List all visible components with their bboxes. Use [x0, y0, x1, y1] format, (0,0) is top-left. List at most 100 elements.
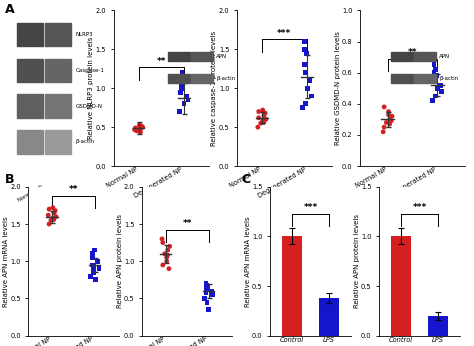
Point	[379, 129, 387, 135]
Point	[383, 120, 390, 125]
Point	[431, 93, 439, 99]
Point	[161, 251, 168, 257]
Point	[137, 126, 145, 131]
Point	[430, 62, 438, 68]
Point	[178, 70, 186, 75]
Y-axis label: Relative APN protein levels: Relative APN protein levels	[354, 214, 360, 308]
Point	[138, 124, 146, 129]
Point	[180, 101, 188, 107]
Bar	[428, 316, 448, 336]
Point	[201, 295, 209, 301]
Point	[209, 292, 217, 298]
Point	[164, 253, 172, 258]
Text: β-actin: β-actin	[439, 76, 458, 81]
Point	[262, 117, 270, 122]
Point	[386, 117, 393, 122]
Point	[302, 51, 310, 56]
Point	[166, 244, 173, 249]
Point	[139, 124, 146, 130]
Point	[260, 120, 267, 125]
Bar	[414, 52, 436, 61]
Text: Caspase-1: Caspase-1	[75, 68, 104, 73]
Point	[132, 125, 139, 131]
Point	[386, 121, 393, 127]
Point	[385, 109, 392, 114]
Point	[178, 82, 186, 87]
Point	[428, 98, 436, 103]
Text: ***: ***	[303, 203, 318, 212]
Point	[208, 288, 215, 294]
Point	[50, 217, 58, 222]
Point	[49, 215, 57, 221]
Point	[380, 124, 388, 130]
Point	[299, 105, 306, 110]
Bar	[391, 74, 412, 83]
Bar	[191, 52, 213, 61]
Point	[387, 118, 395, 124]
Bar	[282, 236, 302, 336]
Point	[301, 101, 309, 107]
Point	[175, 109, 183, 114]
Text: **: **	[408, 48, 417, 57]
Y-axis label: Relative APN mRNA levels: Relative APN mRNA levels	[3, 216, 9, 307]
Text: GSDMD-N: GSDMD-N	[75, 104, 102, 109]
Point	[87, 273, 95, 279]
Bar	[414, 74, 436, 83]
Point	[89, 262, 96, 268]
Y-axis label: Relative APN mRNA levels: Relative APN mRNA levels	[245, 216, 251, 307]
Point	[301, 62, 308, 68]
Point	[301, 70, 309, 75]
Point	[165, 266, 173, 271]
Text: **: **	[156, 57, 166, 66]
Point	[259, 118, 266, 124]
Bar	[17, 130, 43, 154]
Bar	[17, 58, 43, 82]
Bar	[168, 52, 190, 61]
Bar	[17, 94, 43, 118]
Y-axis label: Relative GSDMD-N protein levels: Relative GSDMD-N protein levels	[335, 31, 341, 145]
Text: B: B	[5, 173, 14, 186]
Point	[254, 124, 262, 130]
Point	[49, 205, 57, 210]
Point	[88, 251, 96, 257]
Point	[434, 85, 441, 91]
Bar	[391, 236, 411, 336]
Point	[438, 89, 446, 94]
Text: APN: APN	[439, 54, 450, 59]
Point	[164, 247, 172, 253]
Point	[205, 307, 213, 312]
Point	[202, 284, 210, 290]
Point	[385, 112, 392, 118]
Bar	[17, 23, 43, 46]
Text: Degenerated NP: Degenerated NP	[38, 185, 78, 211]
Text: ***: ***	[277, 29, 292, 38]
Point	[202, 281, 210, 286]
Point	[261, 110, 269, 116]
Text: APN: APN	[216, 54, 228, 59]
Bar	[191, 74, 213, 83]
Point	[158, 236, 166, 242]
Point	[131, 127, 138, 132]
Point	[260, 113, 268, 118]
Point	[90, 270, 97, 275]
Bar	[45, 130, 72, 154]
Point	[91, 247, 98, 253]
Point	[177, 78, 185, 83]
Point	[380, 104, 388, 110]
Text: β-actin: β-actin	[216, 76, 236, 81]
Point	[163, 255, 171, 260]
Point	[46, 221, 53, 227]
Point	[255, 115, 263, 121]
Point	[431, 67, 439, 72]
Bar	[45, 94, 72, 118]
Point	[204, 287, 212, 292]
Point	[159, 262, 167, 268]
Point	[257, 120, 264, 126]
Point	[47, 218, 55, 223]
Point	[51, 208, 59, 213]
Point	[91, 277, 99, 283]
Text: Normal NP: Normal NP	[17, 185, 43, 203]
Bar	[391, 52, 412, 61]
Point	[301, 39, 308, 44]
Point	[132, 127, 139, 133]
